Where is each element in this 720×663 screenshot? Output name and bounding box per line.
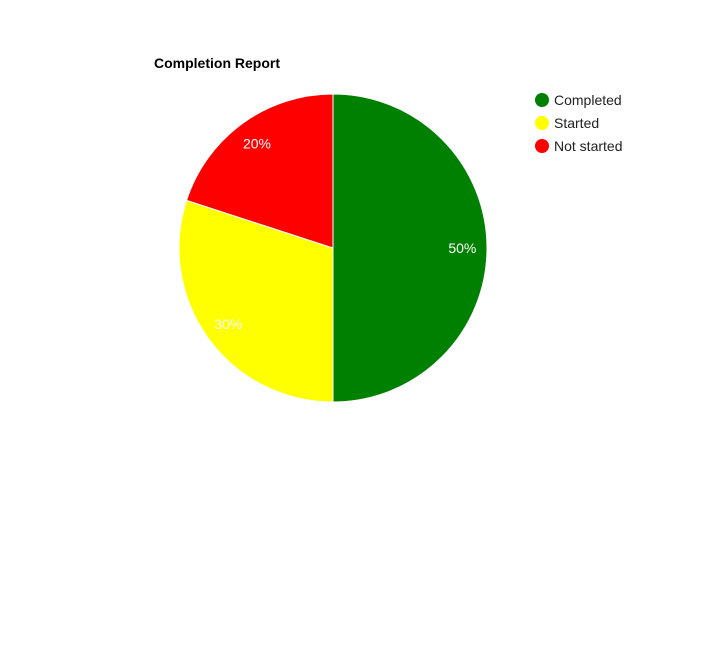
legend-label: Started (554, 115, 599, 131)
pie-slice-not-started[interactable] (185, 93, 334, 249)
slice-label-not-started: 20% (243, 135, 271, 151)
legend-item-started[interactable]: Started (535, 115, 599, 131)
legend-swatch (535, 116, 549, 130)
slice-label-completed: 50% (448, 240, 476, 256)
slice-label-started: 30% (214, 316, 242, 332)
pie-slices (178, 93, 488, 403)
chart-title: Completion Report (154, 55, 280, 71)
legend-item-completed[interactable]: Completed (535, 92, 622, 108)
legend-swatch (535, 93, 549, 107)
pie-slice-labels: 50% 30% 20% (214, 135, 476, 332)
legend-label: Not started (554, 138, 622, 154)
legend: Completed Started Not started (535, 92, 622, 154)
pie-slice-started[interactable] (178, 199, 334, 403)
legend-item-not-started[interactable]: Not started (535, 138, 622, 154)
legend-swatch (535, 139, 549, 153)
pie-slice-completed[interactable] (332, 93, 488, 403)
legend-label: Completed (554, 92, 622, 108)
